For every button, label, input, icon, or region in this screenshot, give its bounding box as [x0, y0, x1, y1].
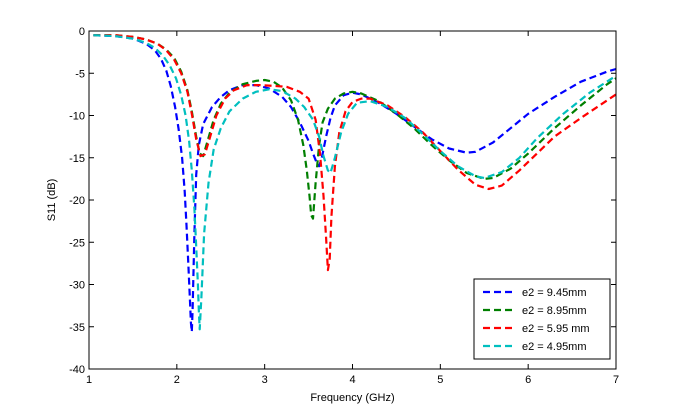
- x-tick-label-0: 1: [86, 374, 92, 386]
- y-tick-label-8: -40: [69, 364, 85, 376]
- series-line-0: [93, 34, 616, 333]
- y-tick-label-5: -25: [69, 237, 85, 249]
- y-tick-label-6: -30: [69, 280, 85, 292]
- series-line-3: [93, 34, 616, 331]
- y-tick-label-7: -35: [69, 322, 85, 334]
- y-axis-title: S11 (dB): [46, 179, 58, 222]
- y-tick-label-1: -5: [75, 68, 85, 80]
- x-tick-labels: 1 2 3 4 5 6 7: [86, 374, 619, 386]
- y-tick-label-3: -15: [69, 153, 85, 165]
- y-tick-labels: 0 -5 -10 -15 -20 -25 -30 -35 -40: [69, 26, 85, 376]
- x-tick-label-5: 6: [525, 374, 531, 386]
- x-axis-title: Frequency (GHz): [310, 392, 394, 404]
- x-tick-label-2: 3: [262, 374, 268, 386]
- y-tick-label-0: 0: [79, 26, 85, 38]
- plot-frame: [88, 30, 617, 370]
- legend-label-0: e2 = 9.45mm: [522, 287, 587, 299]
- series-layer: [93, 34, 616, 333]
- x-tick-label-4: 5: [437, 374, 443, 386]
- legend-label-1: e2 = 8.95mm: [522, 305, 587, 317]
- y-tick-label-2: -10: [69, 111, 85, 123]
- x-tick-label-1: 2: [174, 374, 180, 386]
- x-tick-label-6: 7: [613, 374, 619, 386]
- legend-label-2: e2 = 5.95 mm: [522, 323, 590, 335]
- series-line-2: [93, 34, 616, 272]
- x-tick-label-3: 4: [349, 374, 355, 386]
- legend: e2 = 9.45mm e2 = 8.95mm e2 = 5.95 mm e2 = 4…: [473, 278, 611, 360]
- legend-label-3: e2 = 4.95mm: [522, 341, 587, 353]
- y-tick-label-4: -20: [69, 195, 85, 207]
